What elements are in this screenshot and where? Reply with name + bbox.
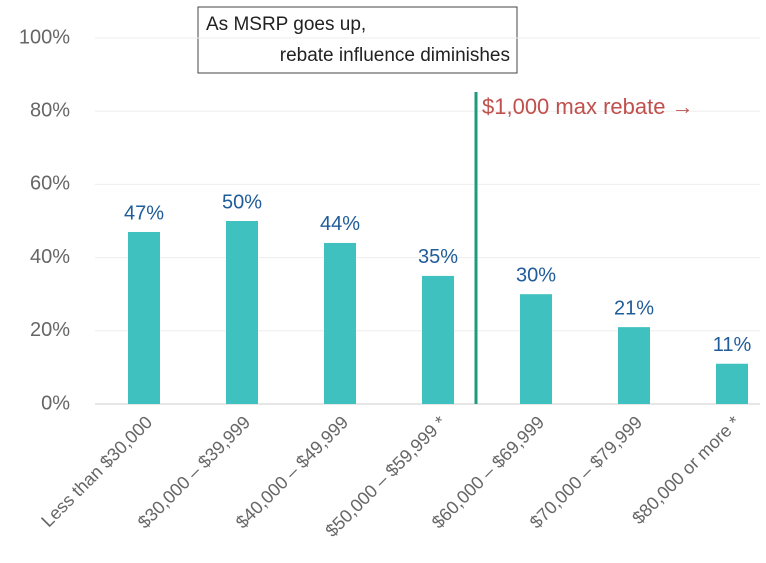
bar xyxy=(422,275,454,404)
bar xyxy=(716,363,748,404)
annotation-line: rebate influence diminishes xyxy=(280,45,510,66)
y-tick-label: 0% xyxy=(41,392,70,414)
bar xyxy=(618,327,650,404)
bar xyxy=(226,221,258,404)
reference-label: $1,000 max rebate → xyxy=(482,94,694,119)
value-label: 21% xyxy=(614,297,654,319)
y-tick-label: 20% xyxy=(30,319,70,341)
y-tick-label: 100% xyxy=(19,26,70,48)
value-label: 44% xyxy=(320,213,360,235)
bar xyxy=(520,294,552,404)
bar xyxy=(324,242,356,404)
value-label: 47% xyxy=(124,202,164,224)
y-tick-label: 60% xyxy=(30,173,70,195)
y-tick-label: 80% xyxy=(30,99,70,121)
value-label: 11% xyxy=(713,334,752,356)
annotation-line: As MSRP goes up, xyxy=(206,14,366,35)
y-tick-label: 40% xyxy=(30,246,70,268)
bar xyxy=(128,231,160,404)
value-label: 30% xyxy=(516,264,556,286)
value-label: 35% xyxy=(418,246,458,268)
x-tick-label: $80,000 or more * xyxy=(628,412,744,528)
annotation-box xyxy=(197,6,518,74)
value-label: 50% xyxy=(222,191,262,213)
